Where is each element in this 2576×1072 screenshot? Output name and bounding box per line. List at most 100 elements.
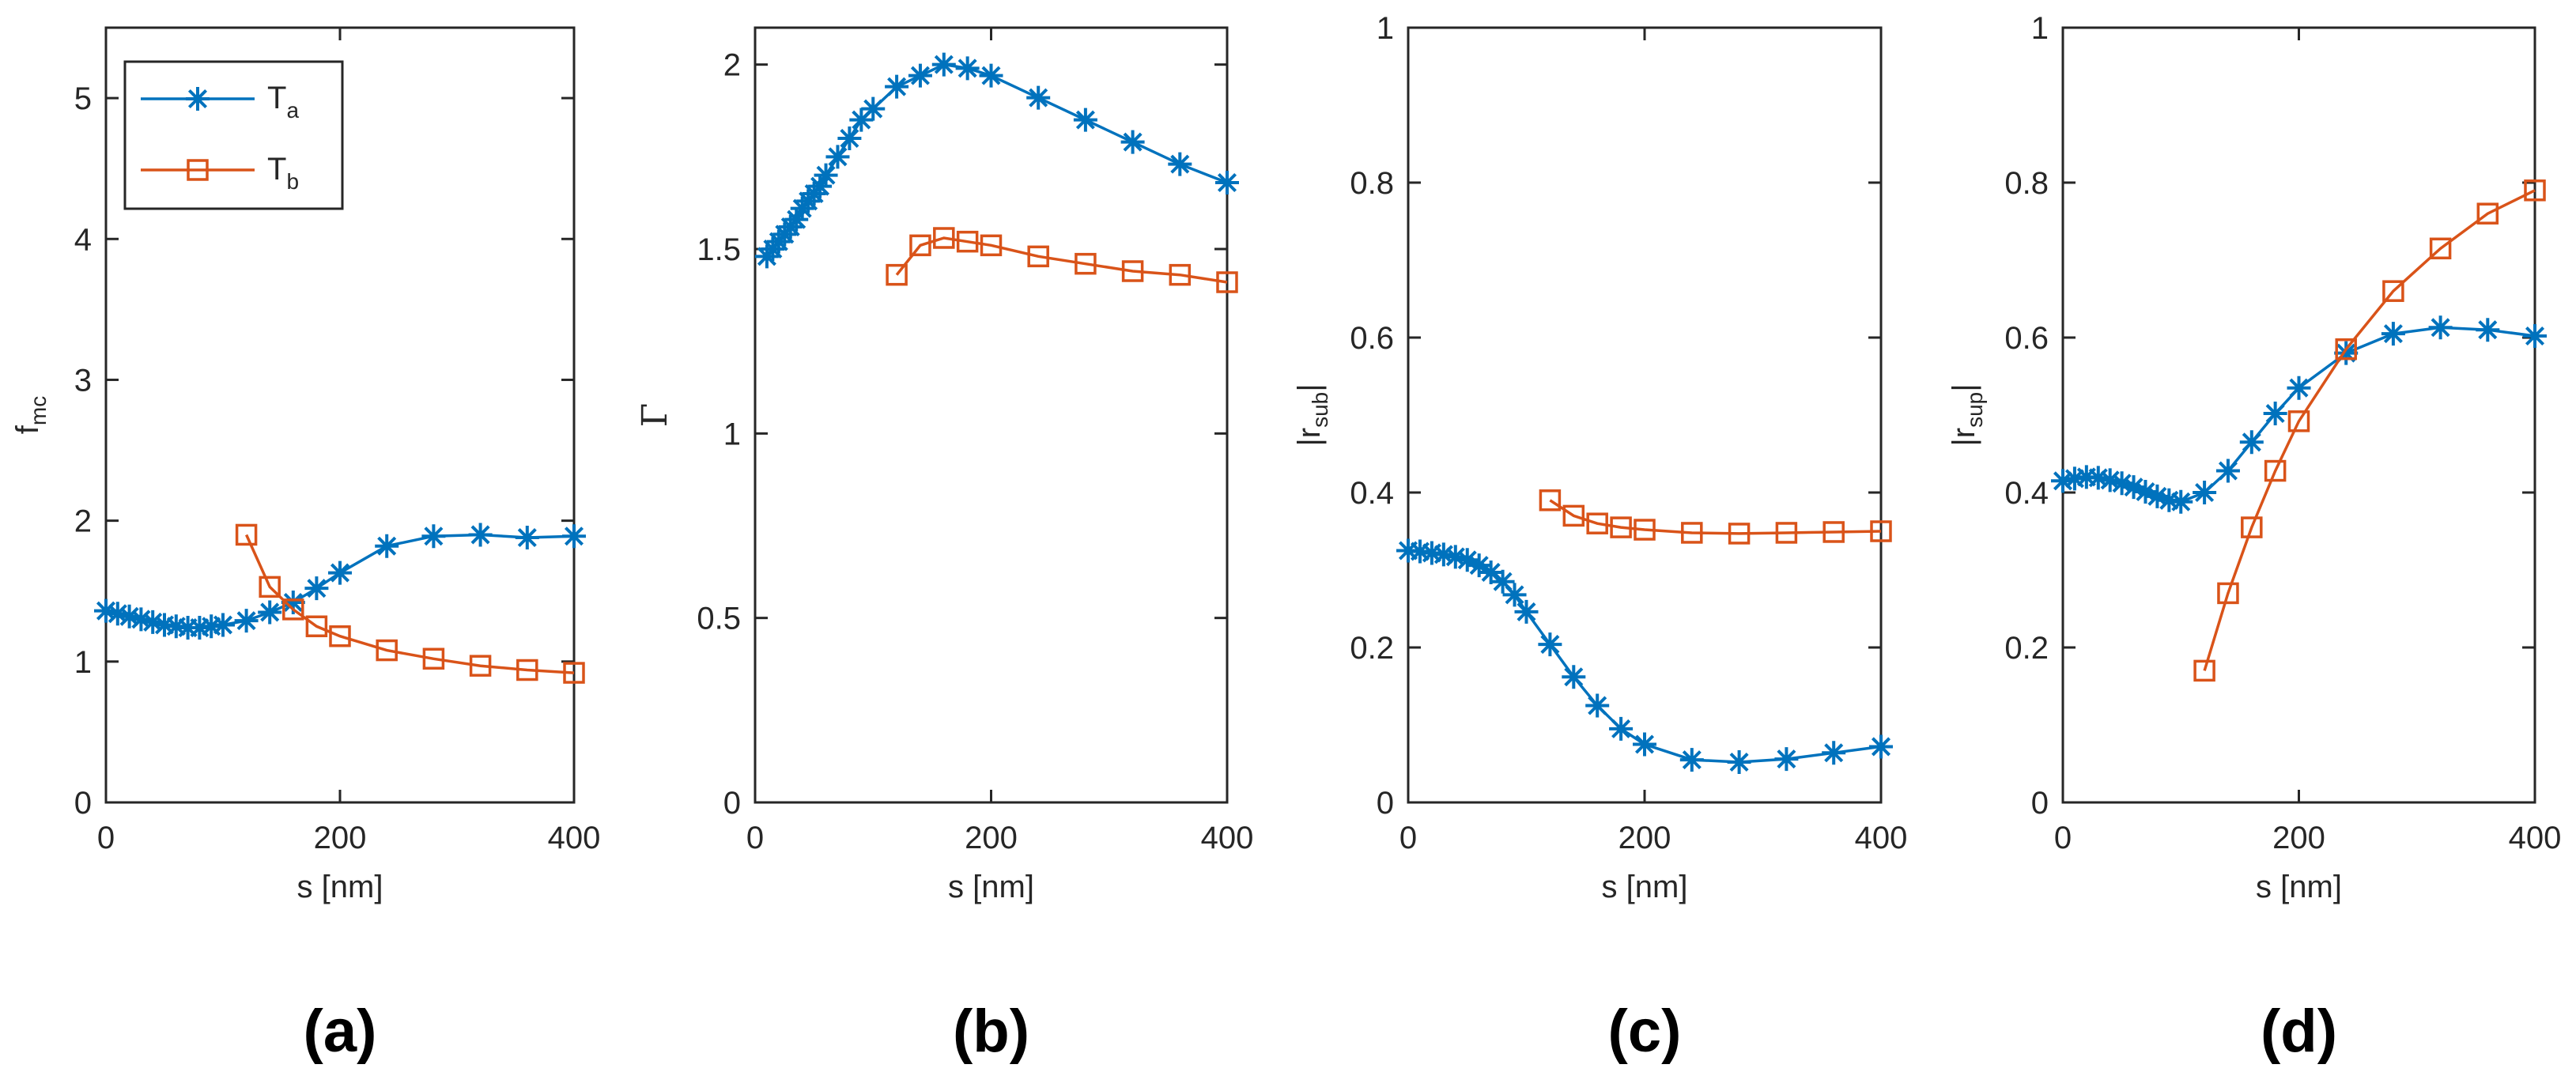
data-point-Tb xyxy=(1775,522,1798,544)
data-point-Ta xyxy=(2381,322,2405,346)
y-tick-label: 1 xyxy=(2031,11,2049,46)
legend-marker-Ta xyxy=(186,87,210,111)
data-point-Ta xyxy=(931,52,956,77)
data-point-Ta xyxy=(141,610,165,634)
data-point-Tb xyxy=(1610,516,1632,538)
data-point-Tb xyxy=(2335,338,2357,360)
y-tick-label: 0.8 xyxy=(2004,166,2049,201)
data-point-Ta xyxy=(2263,402,2287,426)
legend-box xyxy=(123,60,344,210)
data-point-Tb xyxy=(956,230,979,253)
data-point-Tb xyxy=(1634,519,1656,541)
x-tick-label: 400 xyxy=(1855,821,1908,855)
data-point-Ta xyxy=(2239,430,2264,455)
series-Ta xyxy=(1396,538,1893,775)
data-point-Tb xyxy=(2524,179,2546,202)
data-point-Ta xyxy=(2133,480,2158,504)
legend-entry-Tb: Tb xyxy=(141,152,299,194)
data-point-Tb xyxy=(1539,489,1562,511)
data-point-Ta xyxy=(1455,548,1479,572)
y-tick-label: 1 xyxy=(74,645,92,680)
data-point-Tb xyxy=(2382,280,2404,302)
data-point-Ta xyxy=(1585,693,1610,718)
data-point-Ta xyxy=(2098,468,2122,493)
y-axis-label: |rsub| xyxy=(1292,383,1332,446)
data-point-Tb xyxy=(259,576,281,598)
data-point-Tb xyxy=(563,662,585,684)
data-point-Ta xyxy=(2523,324,2547,349)
data-point-Ta xyxy=(1679,748,1704,772)
data-point-Tb xyxy=(2287,410,2310,432)
data-point-Tb xyxy=(1870,520,1892,542)
y-tick-label: 0 xyxy=(74,786,92,821)
data-point-Ta xyxy=(1774,747,1799,772)
y-tick-label: 0.2 xyxy=(2004,631,2049,666)
data-point-Ta xyxy=(211,613,235,637)
y-tick-label: 0.6 xyxy=(2004,321,2049,356)
x-tick-label: 0 xyxy=(746,821,764,855)
data-point-Ta xyxy=(2169,489,2193,514)
data-point-Tb xyxy=(980,234,1003,257)
series-Ta xyxy=(94,523,586,640)
x-axis-label: s [nm] xyxy=(297,870,383,904)
data-point-Tb xyxy=(2193,659,2215,682)
data-point-Ta xyxy=(421,524,446,549)
data-point-Ta xyxy=(304,576,329,601)
data-point-Ta xyxy=(1168,152,1192,176)
y-axis-label: |rsup| xyxy=(1947,383,1987,446)
series-line-Tb xyxy=(895,236,1228,284)
data-point-Tb xyxy=(933,227,955,249)
legend-label: Tb xyxy=(267,152,299,194)
data-point-Ta xyxy=(861,96,886,121)
x-tick-label: 200 xyxy=(965,821,1018,855)
data-point-Tb xyxy=(1728,523,1751,545)
y-tick-label: 1 xyxy=(723,417,741,451)
x-tick-label: 0 xyxy=(97,821,115,855)
data-point-Tb xyxy=(886,263,908,286)
data-point-Tb xyxy=(1562,504,1585,527)
axes-box xyxy=(1407,26,1883,804)
series-Ta xyxy=(754,52,1239,269)
data-point-Tb xyxy=(422,647,445,670)
data-point-Ta xyxy=(117,604,142,628)
data-point-Ta xyxy=(468,523,493,547)
data-point-Ta xyxy=(2086,466,2110,490)
x-tick-label: 400 xyxy=(2509,821,2562,855)
data-point-Ta xyxy=(784,207,809,232)
x-tick-label: 200 xyxy=(2272,821,2325,855)
data-point-Tb xyxy=(2241,516,2263,538)
data-point-Ta xyxy=(955,56,980,81)
data-point-Ta xyxy=(1443,545,1467,569)
x-axis-label: s [nm] xyxy=(2256,870,2342,904)
x-tick-label: 0 xyxy=(1399,821,1417,855)
data-point-Ta xyxy=(1562,665,1586,689)
y-tick-label: 3 xyxy=(74,363,92,398)
data-point-Ta xyxy=(1073,108,1097,132)
y-tick-label: 0 xyxy=(723,786,741,821)
data-point-Ta xyxy=(328,561,352,585)
data-point-Tb xyxy=(235,523,258,546)
data-point-Tb xyxy=(329,625,351,647)
y-tick-label: 1.5 xyxy=(697,232,741,267)
data-point-Ta xyxy=(885,74,909,99)
series-line-Tb xyxy=(2203,189,2536,671)
data-point-Tb xyxy=(2264,459,2287,482)
y-tick-label: 2 xyxy=(723,48,741,83)
x-tick-label: 200 xyxy=(314,821,367,855)
data-point-Tb xyxy=(2476,202,2499,225)
y-tick-label: 0.4 xyxy=(1350,476,1394,511)
data-point-Tb xyxy=(1169,263,1192,286)
data-point-Ta xyxy=(234,609,259,633)
data-point-Ta xyxy=(825,145,850,169)
y-axis-label: fmc xyxy=(10,396,51,434)
data-point-Ta xyxy=(2215,459,2240,483)
data-point-Tb xyxy=(516,659,538,681)
data-point-Tb xyxy=(2217,582,2239,605)
data-point-Ta xyxy=(281,590,305,614)
data-point-Tb xyxy=(1586,512,1608,534)
panel-label: (a) xyxy=(304,998,377,1065)
data-point-Ta xyxy=(1479,560,1503,584)
data-point-Ta xyxy=(1026,85,1051,110)
y-tick-label: 0.6 xyxy=(1350,321,1394,356)
x-axis-label: s [nm] xyxy=(1602,870,1688,904)
